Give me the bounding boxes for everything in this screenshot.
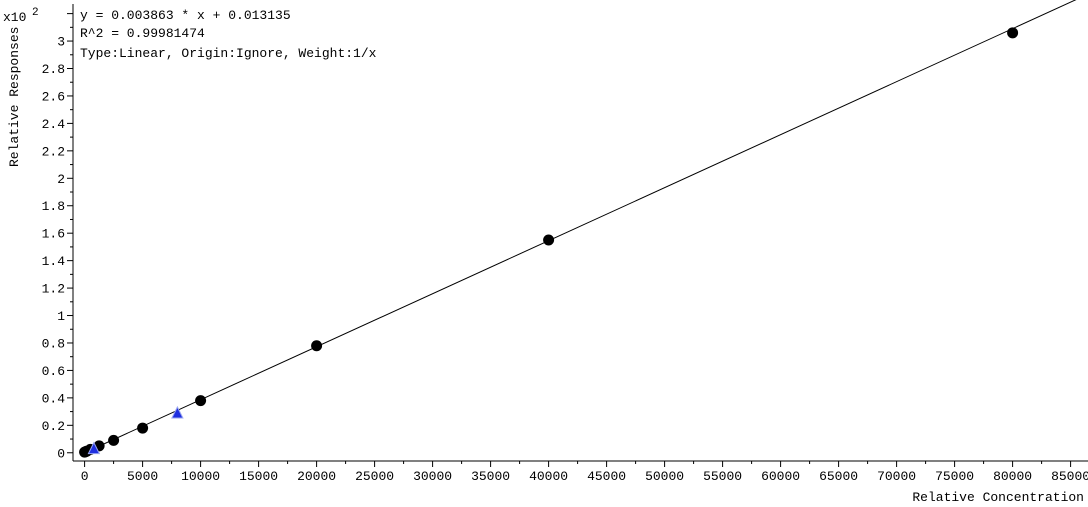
qc-point — [171, 405, 184, 419]
x-tick-label: 60000 — [761, 469, 800, 484]
x-tick-label: 45000 — [587, 469, 626, 484]
y-tick-label: 1.8 — [42, 199, 65, 214]
y-tick-label: 3 — [57, 35, 65, 50]
fit-line — [84, 0, 1077, 454]
x-tick-label: 20000 — [297, 469, 336, 484]
y-tick-label: 2.2 — [42, 144, 65, 159]
x-tick-label: 40000 — [529, 469, 568, 484]
y-ticks: 0 0.2 0.4 0.6 0.8 1 1.2 1.4 1.6 1.8 2 2.2 2.4 2.6 2.8 3 — [42, 13, 73, 461]
fit-r-squared: R^2 = 0.99981474 — [80, 26, 205, 41]
x-tick-label: 10000 — [181, 469, 220, 484]
y-tick-label: 0 — [57, 446, 65, 461]
y-multiplier-exponent: 2 — [32, 7, 39, 19]
x-tick-label: 70000 — [877, 469, 916, 484]
calibration-point — [137, 422, 149, 434]
x-tick-label: 50000 — [645, 469, 684, 484]
calibration-point — [1007, 27, 1019, 39]
fit-line-layer — [84, 0, 1077, 454]
y-axis-title: Relative Responses — [7, 27, 22, 167]
y-tick-label: 0.2 — [42, 419, 65, 434]
fit-type-info: Type:Linear, Origin:Ignore, Weight:1/x — [80, 46, 377, 61]
x-tick-label: 75000 — [935, 469, 974, 484]
x-tick-label: 5000 — [127, 469, 158, 484]
y-tick-label: 2.8 — [42, 62, 65, 77]
y-tick-label: 1.4 — [42, 254, 66, 269]
y-multiplier-label: x10 — [3, 10, 26, 25]
x-tick-label: 85000 — [1051, 469, 1088, 484]
y-tick-label: 2.6 — [42, 89, 65, 104]
x-tick-label: 30000 — [413, 469, 452, 484]
y-tick-label: 0.6 — [42, 364, 65, 379]
y-tick-label: 1 — [57, 309, 65, 324]
qc-point — [87, 441, 101, 455]
x-tick-label: 55000 — [703, 469, 742, 484]
fit-equation: y = 0.003863 * x + 0.013135 — [80, 8, 291, 23]
x-axis-title: Relative Concentration — [912, 490, 1084, 505]
y-tick-label: 0.8 — [42, 336, 65, 351]
y-tick-label: 1.2 — [42, 282, 65, 297]
x-tick-label: 35000 — [471, 469, 510, 484]
data-points-layer — [79, 27, 1019, 458]
calibration-point — [108, 434, 120, 446]
calibration-point — [195, 395, 207, 407]
y-tick-label: 0.4 — [42, 391, 66, 406]
x-tick-label: 0 — [81, 469, 89, 484]
y-tick-label: 2 — [57, 172, 65, 187]
x-tick-label: 25000 — [355, 469, 394, 484]
x-tick-label: 80000 — [993, 469, 1032, 484]
y-tick-label: 2.4 — [42, 117, 66, 132]
x-tick-label: 15000 — [239, 469, 278, 484]
axes-layer — [72, 4, 1088, 462]
y-tick-label: 1.6 — [42, 227, 65, 242]
calibration-point — [543, 234, 555, 246]
x-ticks: 0 5000 10000 15000 20000 25000 30000 35000 40000… — [81, 461, 1088, 484]
calibration-point — [311, 340, 323, 352]
x-tick-label: 65000 — [819, 469, 858, 484]
